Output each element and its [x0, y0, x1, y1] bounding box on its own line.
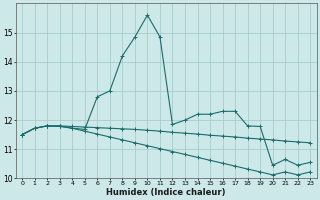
- X-axis label: Humidex (Indice chaleur): Humidex (Indice chaleur): [107, 188, 226, 197]
